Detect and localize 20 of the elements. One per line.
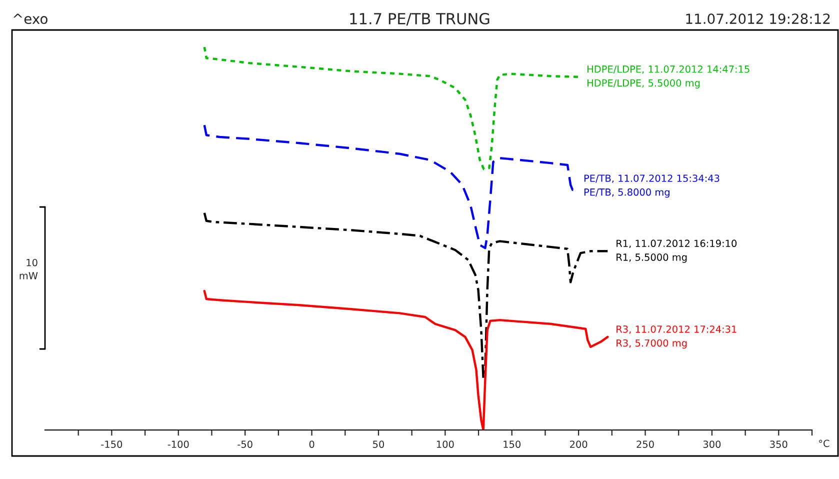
- chart-title: 11.7 PE/TB TRUNG: [350, 12, 490, 26]
- series-label: HDPE/LDPE, 11.07.2012 14:47:15 HDPE/LDPE, 5.5000 mg: [588, 65, 750, 88]
- x-tick-label: 0: [309, 440, 314, 448]
- x-tick-label: 300: [703, 440, 721, 448]
- series-label: R1, 11.07.2012 16:19:10 R1, 5.5000 mg: [616, 240, 737, 263]
- text: 10 mW: [20, 258, 38, 280]
- x-tick-label: 150: [504, 440, 520, 448]
- x-tick-label: 50: [373, 440, 384, 448]
- x-tick-label: -150: [101, 440, 122, 448]
- x-tick-label: -50: [238, 440, 252, 448]
- x-tick-label: 100: [436, 440, 454, 448]
- x-tick-label: -100: [168, 440, 189, 448]
- x-tick-label: 250: [636, 440, 654, 448]
- text: 11.07.2012 19:28:12: [686, 14, 830, 24]
- text: ^exo: [13, 14, 48, 24]
- series-label: R3, 11.07.2012 17:24:31 R3, 5.7000 mg: [616, 325, 736, 349]
- x-tick-label: 200: [570, 440, 588, 448]
- series-label: PE/TB, 11.07.2012 15:34:43 PE/TB, 5.8000 mg: [584, 174, 720, 198]
- x-tick-label: 350: [770, 440, 788, 448]
- x-axis-title: °C: [819, 440, 830, 448]
